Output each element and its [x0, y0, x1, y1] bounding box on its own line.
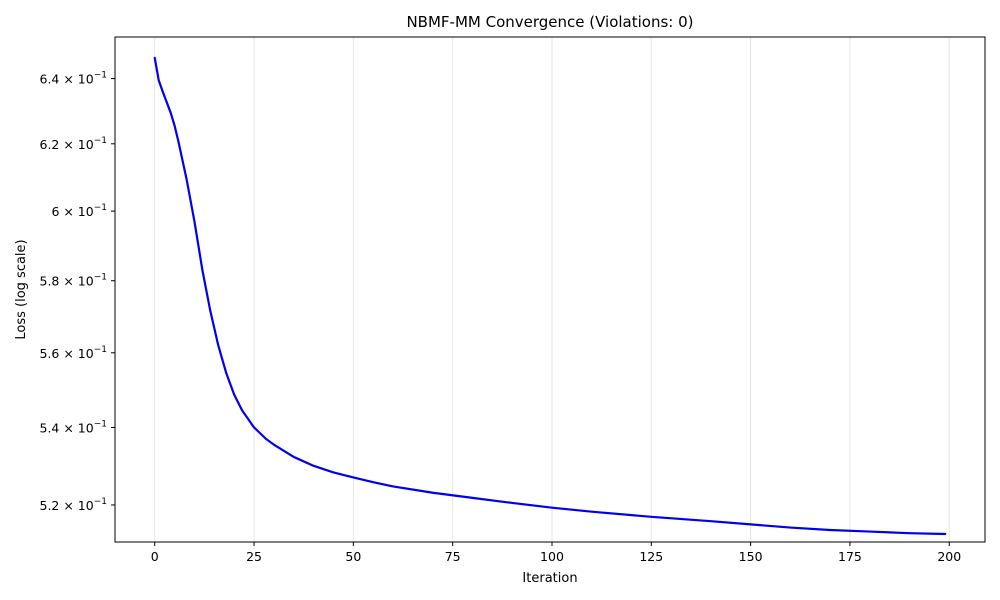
x-tick-label: 50	[345, 549, 361, 564]
x-axis-ticks: 0 25 50 75 100 125 150 175 200	[151, 542, 961, 564]
x-tick-label: 200	[937, 549, 961, 564]
y-tick-label: 6 × 10−1	[51, 203, 107, 219]
series-layer	[153, 56, 947, 536]
y-tick-label: 5.4 × 10−1	[40, 419, 108, 435]
chart-title: NBMF-MM Convergence (Violations: 0)	[406, 13, 693, 31]
y-tick-label: 5.8 × 10−1	[40, 273, 108, 289]
x-tick-label: 100	[540, 549, 564, 564]
y-tick-label: 5.6 × 10−1	[40, 345, 108, 361]
y-tick-label: 6.4 × 10−1	[40, 71, 108, 87]
loss-series-line	[153, 56, 947, 536]
x-axis-label: Iteration	[522, 571, 577, 586]
x-tick-label: 75	[445, 549, 461, 564]
plot-frame	[114, 36, 986, 543]
grid-layer	[154, 37, 950, 542]
x-tick-label: 175	[838, 549, 862, 564]
y-tick-label: 5.2 × 10−1	[40, 497, 108, 513]
y-axis-ticks: 5.2 × 10−1 5.4 × 10−1 5.6 × 10−1 5.8 × 10−1…	[40, 71, 115, 513]
x-tick-label: 0	[151, 549, 159, 564]
x-tick-label: 125	[639, 549, 663, 564]
y-tick-label: 6.2 × 10−1	[40, 136, 108, 152]
x-tick-label: 25	[246, 549, 262, 564]
y-axis-label: Loss (log scale)	[14, 239, 29, 339]
x-tick-label: 150	[739, 549, 763, 564]
